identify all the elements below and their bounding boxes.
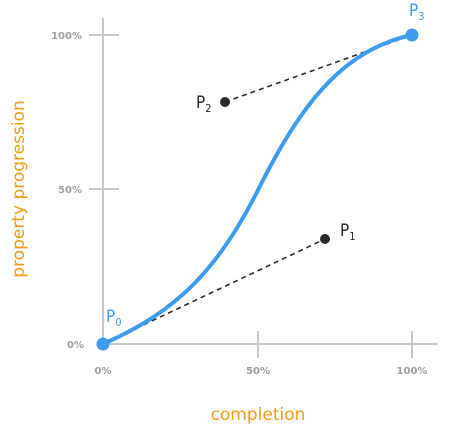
y-tick-label-0: 0% [67, 340, 84, 351]
y-tick-label-50: 50% [58, 185, 82, 196]
x-tick-label-100: 100% [397, 366, 428, 377]
point-p0-label: P0 [106, 307, 122, 329]
point-p0-marker [96, 337, 110, 351]
point-p3-marker [405, 28, 419, 42]
x-tick-label-50: 50% [246, 366, 270, 377]
point-p3-label: P3 [409, 1, 425, 23]
y-axis-title: property progression [9, 100, 29, 277]
point-p2-marker [220, 97, 230, 107]
point-p2-label: P2 [196, 93, 212, 115]
point-p1-label: P1 [340, 221, 356, 243]
x-tick-label-0: 0% [95, 366, 112, 377]
y-tick-label-100: 100% [51, 31, 82, 42]
x-axis-title: completion [211, 405, 306, 425]
bezier-curve [101, 33, 414, 346]
point-p1-marker [320, 234, 330, 244]
